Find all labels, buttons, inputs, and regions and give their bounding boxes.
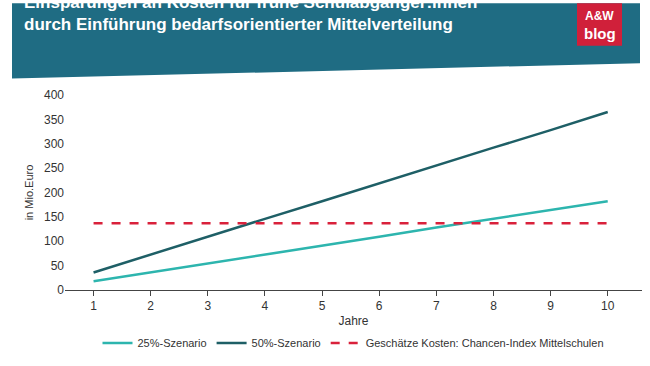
svg-text:50: 50 bbox=[51, 259, 65, 273]
svg-text:blog: blog bbox=[584, 25, 616, 42]
svg-text:8: 8 bbox=[490, 299, 497, 313]
svg-text:6: 6 bbox=[376, 299, 383, 313]
svg-text:9: 9 bbox=[547, 299, 554, 313]
svg-text:200: 200 bbox=[44, 186, 64, 200]
svg-text:in Mio.Euro: in Mio.Euro bbox=[23, 165, 35, 221]
svg-text:7: 7 bbox=[433, 299, 440, 313]
svg-text:0: 0 bbox=[57, 283, 64, 297]
svg-text:Einsparungen an Kosten für frü: Einsparungen an Kosten für frühe Schulab… bbox=[24, 0, 477, 34]
svg-text:100: 100 bbox=[44, 234, 64, 248]
svg-text:25%-Szenario: 25%-Szenario bbox=[138, 337, 207, 349]
svg-text:50%-Szenario: 50%-Szenario bbox=[252, 337, 321, 349]
svg-text:5: 5 bbox=[319, 299, 326, 313]
svg-text:350: 350 bbox=[44, 113, 64, 127]
svg-text:10: 10 bbox=[601, 299, 615, 313]
svg-text:400: 400 bbox=[44, 88, 64, 102]
svg-text:250: 250 bbox=[44, 161, 64, 175]
svg-text:2: 2 bbox=[147, 299, 154, 313]
svg-text:3: 3 bbox=[204, 299, 211, 313]
svg-text:1: 1 bbox=[90, 299, 97, 313]
svg-text:300: 300 bbox=[44, 137, 64, 151]
svg-text:A&W: A&W bbox=[585, 9, 614, 23]
svg-text:Jahre: Jahre bbox=[338, 314, 368, 328]
svg-text:150: 150 bbox=[44, 210, 64, 224]
svg-text:4: 4 bbox=[262, 299, 269, 313]
svg-text:Geschätze Kosten: Chancen-Inde: Geschätze Kosten: Chancen-Index Mittelsc… bbox=[366, 337, 604, 349]
